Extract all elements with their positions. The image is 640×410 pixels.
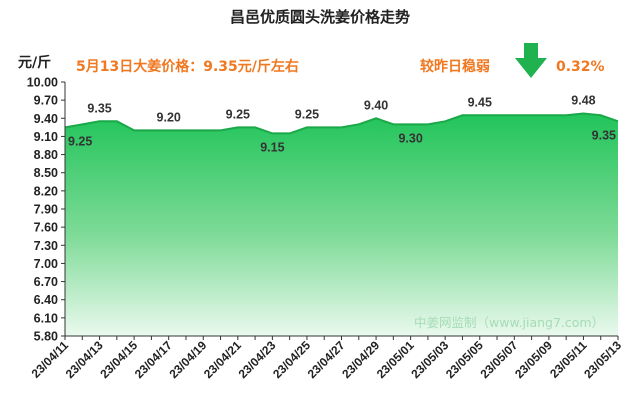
trend-note: 较昨日稳弱 <box>420 58 490 75</box>
y-tick-label: 7.00 <box>34 257 58 271</box>
data-label: 9.25 <box>295 107 319 121</box>
y-tick-label: 9.40 <box>34 112 58 126</box>
y-tick-label: 5.80 <box>34 330 58 344</box>
data-label: 9.25 <box>68 134 92 148</box>
data-label: 9.35 <box>592 128 616 142</box>
arrow-down-icon <box>515 43 547 78</box>
data-label: 9.25 <box>226 107 250 121</box>
y-tick-label: 9.10 <box>34 130 58 144</box>
y-tick-label: 6.40 <box>34 293 58 307</box>
watermark: 中姜网监制（www.jiang7.com） <box>414 315 604 330</box>
change-percent: 0.32% <box>556 59 605 75</box>
data-label: 9.20 <box>157 110 181 124</box>
x-tick-label: 23/05/09 <box>512 338 555 381</box>
y-tick-label: 6.10 <box>34 311 58 325</box>
price-line <box>64 112 619 135</box>
chart-title: 昌邑优质圆头洗姜价格走势 <box>230 8 410 26</box>
y-tick-label: 7.90 <box>34 203 58 217</box>
y-axis-label: 元/斤 <box>18 54 51 71</box>
data-label: 9.35 <box>87 101 111 115</box>
y-tick-label: 7.30 <box>34 239 58 253</box>
data-label: 9.40 <box>364 98 388 112</box>
price-area <box>65 113 618 336</box>
y-tick-label: 10.00 <box>27 76 58 90</box>
y-tick-label: 7.60 <box>34 221 58 235</box>
x-tick-label: 23/05/13 <box>581 338 624 381</box>
y-tick-label: 8.20 <box>34 184 58 198</box>
data-label: 9.30 <box>398 131 422 145</box>
price-note: 5月13日大姜价格：9.35元/斤左右 <box>76 58 299 75</box>
y-tick-label: 8.80 <box>34 148 58 162</box>
data-label: 9.45 <box>468 95 492 109</box>
data-label: 9.48 <box>571 93 595 107</box>
y-tick-label: 6.70 <box>34 275 58 289</box>
y-tick-label: 8.50 <box>34 166 58 180</box>
y-tick-label: 9.70 <box>34 94 58 108</box>
data-label: 9.15 <box>260 140 284 154</box>
